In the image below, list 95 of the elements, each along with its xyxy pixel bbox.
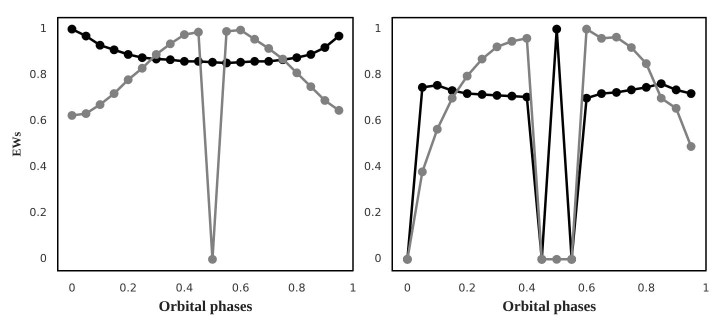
point — [462, 89, 472, 98]
point — [656, 79, 666, 88]
y-tick-label: 1 — [374, 22, 382, 35]
point — [507, 36, 516, 46]
point — [334, 32, 344, 40]
x-tick-label: 0.6 — [232, 281, 250, 294]
point — [686, 142, 696, 151]
point — [478, 90, 487, 99]
point — [166, 55, 175, 64]
point — [656, 94, 666, 103]
point — [166, 39, 175, 48]
point — [236, 58, 246, 67]
point — [306, 50, 316, 59]
point — [292, 53, 302, 62]
point — [138, 53, 147, 62]
x-tick-label: 0.2 — [458, 281, 476, 294]
y-tick-label: 0.6 — [29, 114, 47, 128]
y-tick-label: 0 — [40, 252, 47, 266]
point — [180, 30, 189, 40]
point — [110, 45, 119, 54]
point — [292, 68, 302, 78]
point — [492, 42, 502, 52]
point — [110, 89, 119, 98]
point — [432, 124, 442, 134]
x-tick-label: 0.8 — [288, 281, 306, 294]
point — [222, 26, 231, 36]
point — [320, 43, 330, 52]
x-tick-label: 0.2 — [119, 281, 137, 294]
point — [432, 80, 442, 90]
point — [448, 86, 457, 96]
point — [250, 56, 260, 66]
point — [612, 32, 621, 42]
y-axis-title: EWs — [9, 132, 24, 157]
point — [82, 32, 90, 40]
point — [138, 64, 147, 73]
x-tick-label: 0.4 — [176, 281, 194, 294]
point — [320, 96, 330, 105]
x-tick-label: 1 — [350, 281, 356, 294]
x-axis-title: Orbital phases — [158, 298, 252, 315]
point — [672, 85, 681, 94]
point — [208, 58, 217, 67]
point — [626, 85, 636, 94]
point — [67, 24, 76, 34]
point — [672, 104, 681, 113]
point — [507, 92, 516, 101]
point — [180, 56, 189, 66]
point — [626, 43, 636, 52]
point — [250, 34, 260, 44]
point — [582, 94, 592, 103]
y-tick-label: 0.4 — [29, 160, 47, 174]
point — [67, 110, 76, 120]
point — [418, 82, 427, 92]
point — [194, 28, 203, 37]
point — [582, 24, 592, 34]
x-tick-label: 0 — [68, 281, 76, 294]
point — [612, 88, 621, 97]
point — [264, 44, 274, 53]
point — [208, 254, 217, 264]
point — [124, 75, 133, 84]
point — [418, 167, 427, 176]
point — [492, 90, 502, 100]
point — [478, 54, 487, 64]
point — [552, 24, 562, 34]
y-tick-label: 1 — [40, 22, 47, 35]
x-tick-label: 0 — [404, 281, 411, 294]
point — [306, 82, 316, 92]
x-tick-label: 0.6 — [578, 281, 596, 294]
x-tick-label: 0.8 — [638, 281, 656, 294]
point — [96, 100, 104, 110]
point — [686, 89, 696, 98]
y-tick-label: 0.2 — [364, 206, 382, 220]
point — [334, 106, 344, 115]
point — [642, 59, 651, 68]
y-tick-label: 0.8 — [364, 68, 382, 82]
point — [82, 109, 90, 118]
x-tick-label: 0.4 — [518, 281, 536, 294]
point — [462, 72, 472, 81]
point — [552, 254, 562, 264]
point — [124, 50, 133, 59]
point — [152, 50, 161, 59]
x-axis-title: Orbital phases — [502, 298, 596, 315]
x-tick-label: 1 — [702, 281, 710, 294]
y-tick-label: 0.4 — [364, 160, 382, 174]
point — [236, 26, 246, 34]
y-tick-label: 0.2 — [29, 206, 47, 220]
point — [96, 40, 104, 50]
y-tick-label: 0.8 — [29, 68, 47, 82]
point — [522, 34, 532, 43]
y-tick-label: 0.6 — [364, 114, 382, 128]
point — [448, 94, 457, 103]
point — [597, 89, 606, 98]
point — [597, 34, 606, 43]
point — [264, 56, 274, 66]
y-tick-label: 0 — [374, 252, 382, 266]
point — [642, 82, 651, 92]
